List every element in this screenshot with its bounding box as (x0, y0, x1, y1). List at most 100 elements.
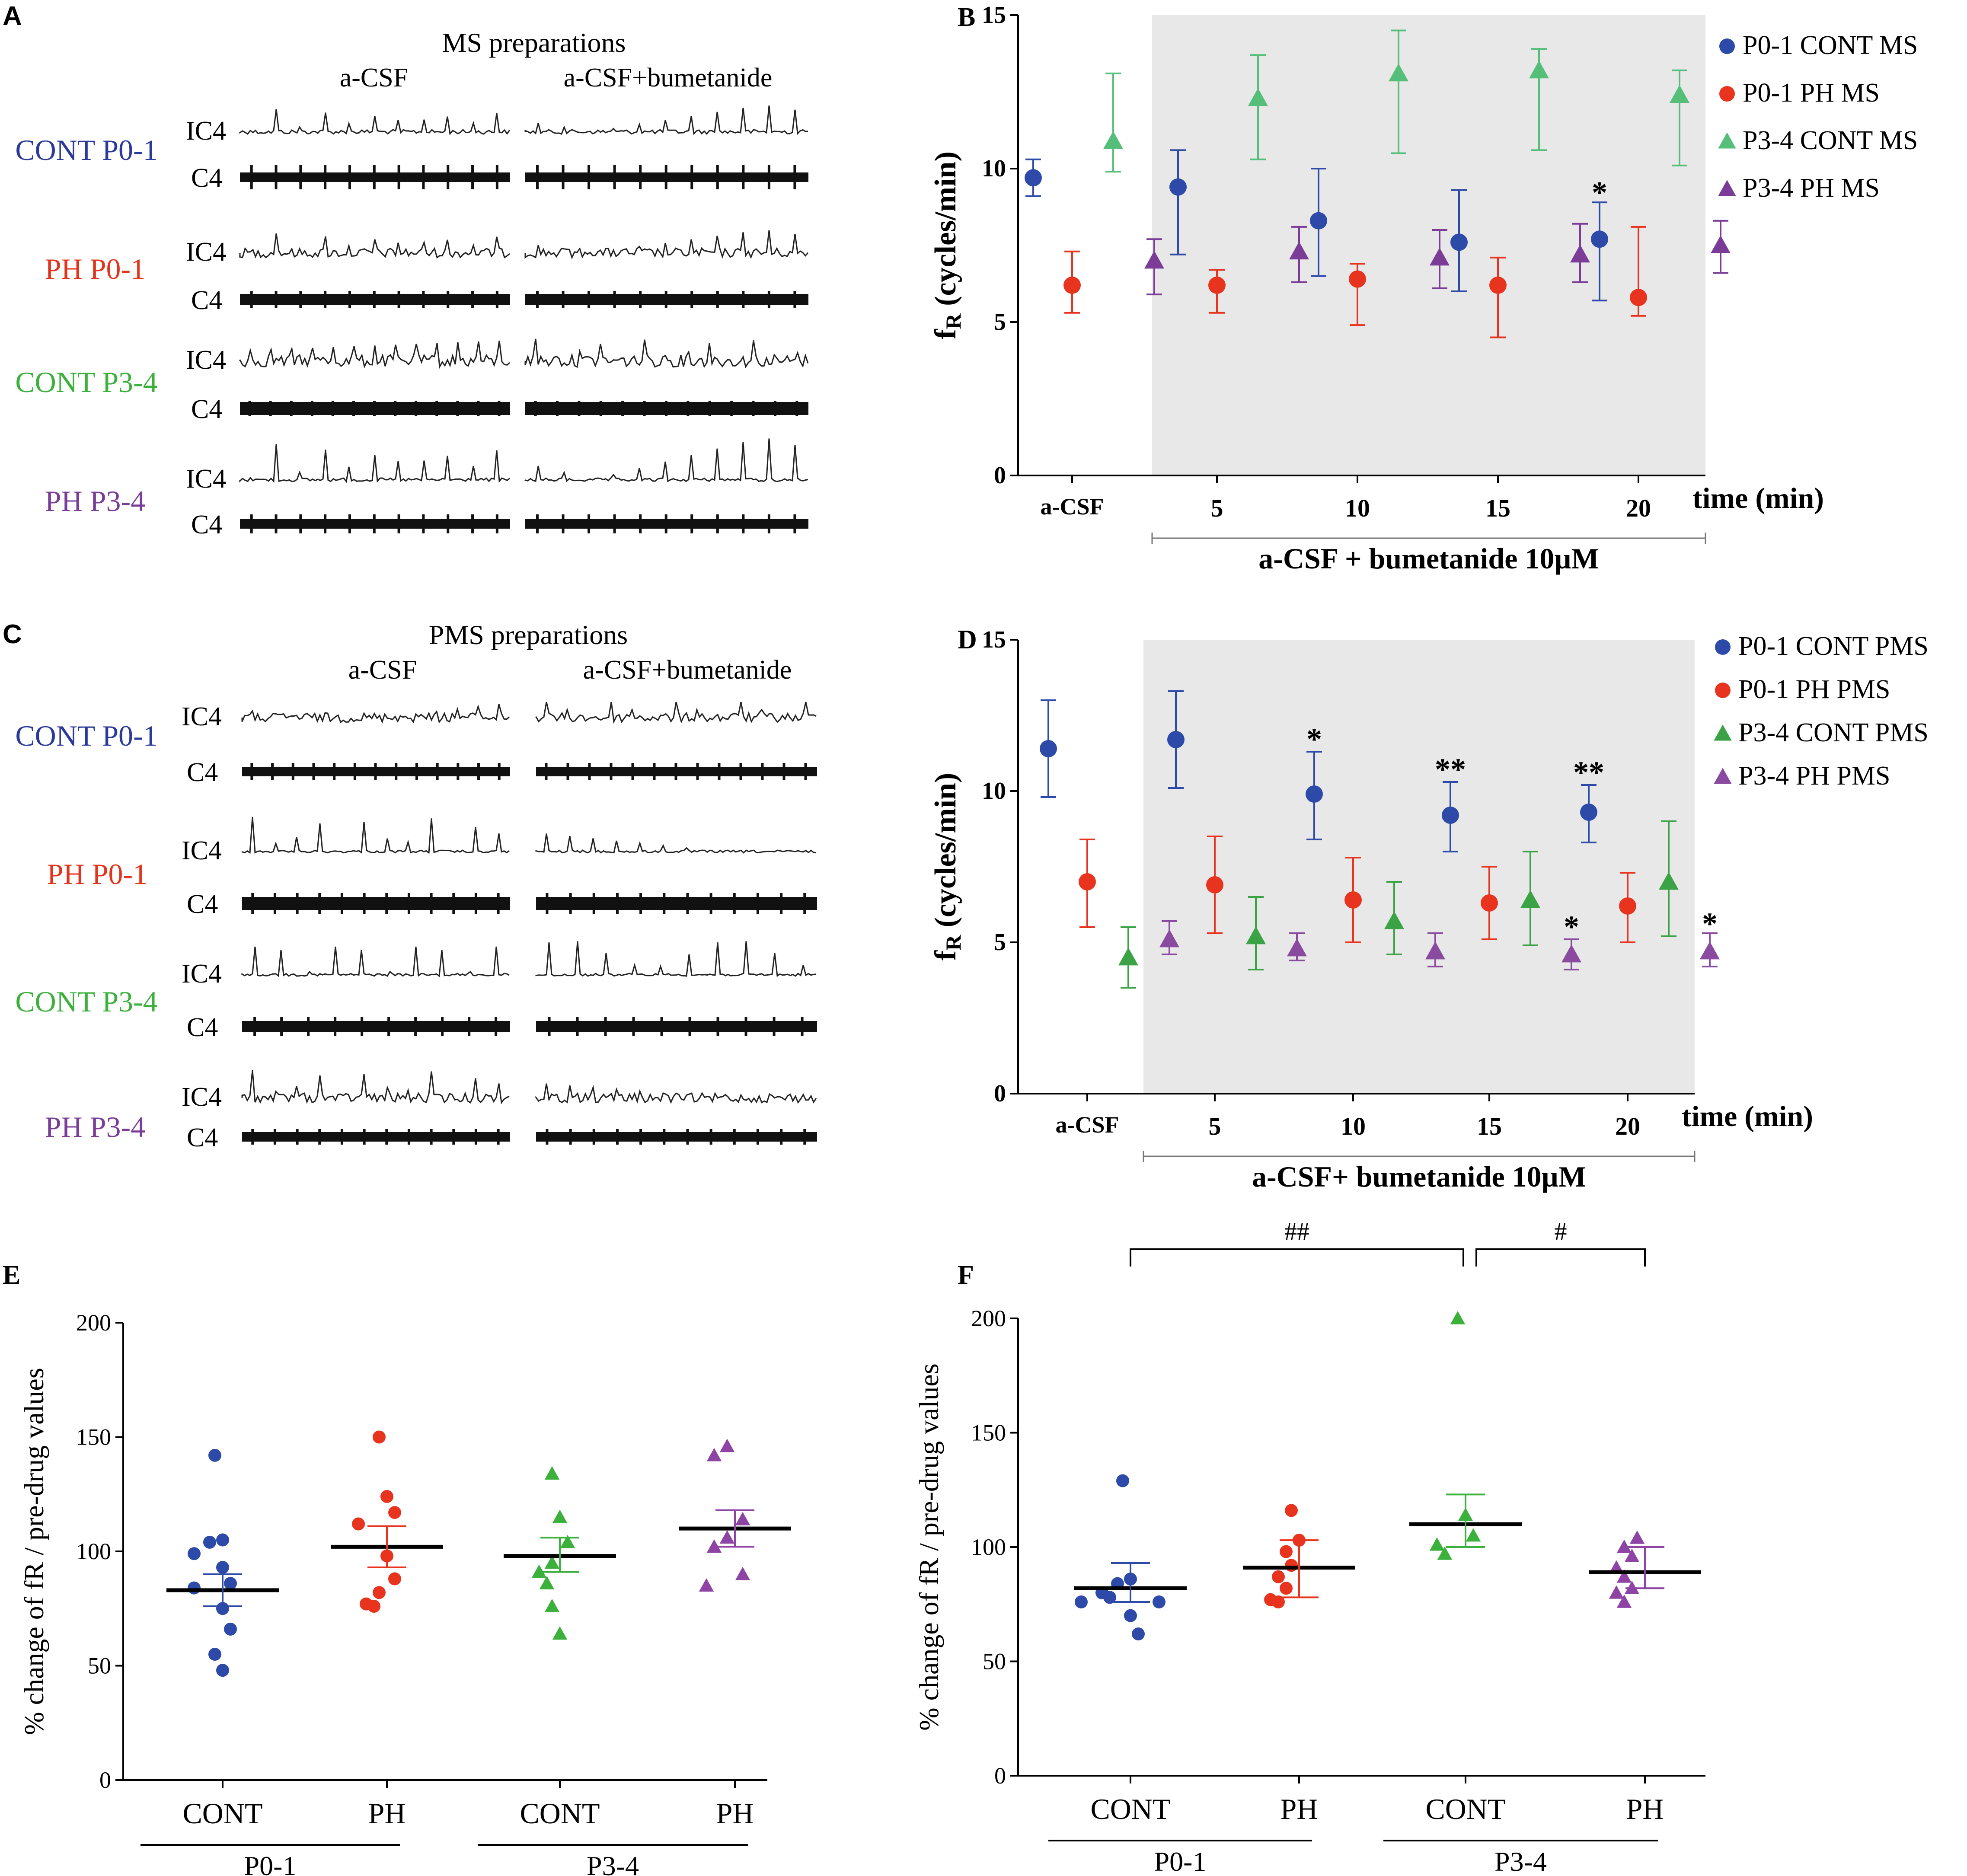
data-point (224, 1577, 237, 1590)
ic4-trace (239, 444, 510, 483)
ic4-trace (241, 704, 510, 724)
data-point (1285, 1504, 1298, 1517)
data-point (735, 1567, 750, 1580)
x-axis-title: time (min) (1682, 1100, 1813, 1133)
data-point (1700, 941, 1720, 960)
y-axis-title: fR (cycles/min) (929, 773, 965, 961)
y-tick-label: 10 (982, 778, 1006, 804)
x-tick-label: 5 (1209, 1112, 1221, 1140)
age-group-label: P3-4 (587, 1850, 639, 1876)
significance-marker: ** (1573, 755, 1604, 790)
y-tick-label: 100 (971, 1534, 1006, 1560)
data-point (1450, 233, 1468, 251)
c4-trace-band (242, 897, 510, 910)
bumetanide-shaded-region (1143, 640, 1695, 1094)
c4-trace-band (242, 1132, 510, 1142)
legend-marker (1719, 86, 1735, 102)
data-point (1025, 169, 1042, 187)
data-point (1481, 894, 1498, 912)
ic4-trace (535, 1083, 817, 1104)
c4-trace-label: C4 (191, 286, 222, 315)
data-point (1430, 247, 1450, 266)
legend-marker (1715, 683, 1731, 698)
y-tick-label: 15 (982, 2, 1006, 29)
data-point (1144, 251, 1164, 269)
data-point (1075, 1595, 1088, 1608)
data-point (1425, 941, 1445, 960)
legend-marker (1714, 768, 1732, 784)
ic4-trace-label: IC4 (186, 116, 226, 146)
data-point (203, 1535, 216, 1549)
data-point (1616, 1539, 1632, 1553)
c4-trace-band (536, 1132, 817, 1142)
data-point (1124, 1609, 1137, 1622)
panel-a-condition-bumetanide: a-CSF+bumetanide (564, 63, 773, 93)
legend-marker (1718, 180, 1736, 196)
panel-e-chart: 0 50 100 150 200 % change of fR / pre-drug va… (3, 1260, 791, 1876)
data-point (1349, 270, 1366, 288)
significance-bracket-label: # (1555, 1217, 1567, 1245)
significance-marker: * (1702, 906, 1718, 941)
y-axis-title: % change of fR / pre-drug values (913, 1363, 944, 1730)
ic4-trace (524, 105, 808, 135)
data-point (1306, 785, 1323, 803)
c4-trace-label: C4 (187, 1013, 218, 1042)
data-point (1103, 131, 1123, 149)
data-point (1561, 944, 1581, 963)
legend-label: P0-1 CONT MS (1743, 31, 1918, 60)
panel-c-title: PMS preparations (429, 619, 628, 650)
data-point (1619, 897, 1636, 915)
data-point (544, 1555, 560, 1569)
panel-c-traces: IC4 C4 IC4 C4 IC4 C4 IC4 C4 (182, 702, 817, 1152)
data-point (1630, 289, 1647, 306)
ic4-trace-label: IC4 (182, 702, 222, 731)
age-group-label: P0-1 (244, 1850, 297, 1876)
panel-a-group-label: CONT P0-1 (15, 134, 157, 166)
ic4-trace-label: IC4 (182, 1082, 222, 1112)
data-point (1711, 235, 1731, 253)
data-point (380, 1490, 393, 1503)
data-point (1280, 1582, 1293, 1595)
legend-label: P3-4 CONT PMS (1738, 718, 1929, 747)
bumetanide-range-label: a-CSF+ bumetanide 10µM (1252, 1160, 1586, 1193)
ic4-trace (524, 230, 809, 259)
legend-label: P0-1 PH PMS (1738, 675, 1890, 704)
y-tick-label: 10 (982, 155, 1006, 182)
c4-trace-band (536, 1021, 817, 1032)
bumetanide-shaded-region (1152, 15, 1705, 475)
ic4-trace (239, 340, 511, 369)
c4-trace-label: C4 (187, 1123, 218, 1152)
significance-bracket (1475, 1248, 1646, 1267)
data-point (1079, 873, 1096, 890)
significance-marker: * (1592, 175, 1607, 210)
category-label: PH (1626, 1793, 1664, 1825)
data-point (188, 1547, 201, 1560)
data-point (1442, 807, 1459, 824)
data-point (352, 1517, 365, 1531)
data-point (1529, 60, 1549, 79)
y-axis-title: fR (cycles/min) (929, 151, 965, 339)
ic4-trace (535, 833, 817, 854)
ic4-trace-label: IC4 (186, 237, 226, 267)
y-tick-label: 50 (983, 1649, 1006, 1675)
data-point (544, 1598, 560, 1612)
data-point (1289, 241, 1309, 260)
category-label: CONT (520, 1797, 600, 1830)
category-label: CONT (1425, 1793, 1505, 1825)
ic4-trace (239, 109, 511, 136)
data-point (1118, 948, 1138, 966)
y-tick-label: 5 (994, 309, 1006, 335)
data-point (1116, 1474, 1129, 1487)
panel-a-group-label: PH P0-1 (45, 252, 145, 285)
data-point (216, 1664, 229, 1677)
data-point (216, 1602, 229, 1615)
y-tick-label: 0 (994, 1080, 1006, 1107)
data-point (706, 1448, 722, 1461)
data-point (1450, 1311, 1466, 1324)
legend-marker (1718, 132, 1736, 149)
panel-a: A MS preparations a-CSF a-CSF+bumetanide… (3, 1, 809, 539)
data-point (1103, 1591, 1116, 1604)
x-tick-label: 20 (1615, 1112, 1640, 1140)
legend-label: P0-1 CONT PMS (1738, 632, 1929, 661)
y-tick-label: 200 (76, 1310, 111, 1336)
